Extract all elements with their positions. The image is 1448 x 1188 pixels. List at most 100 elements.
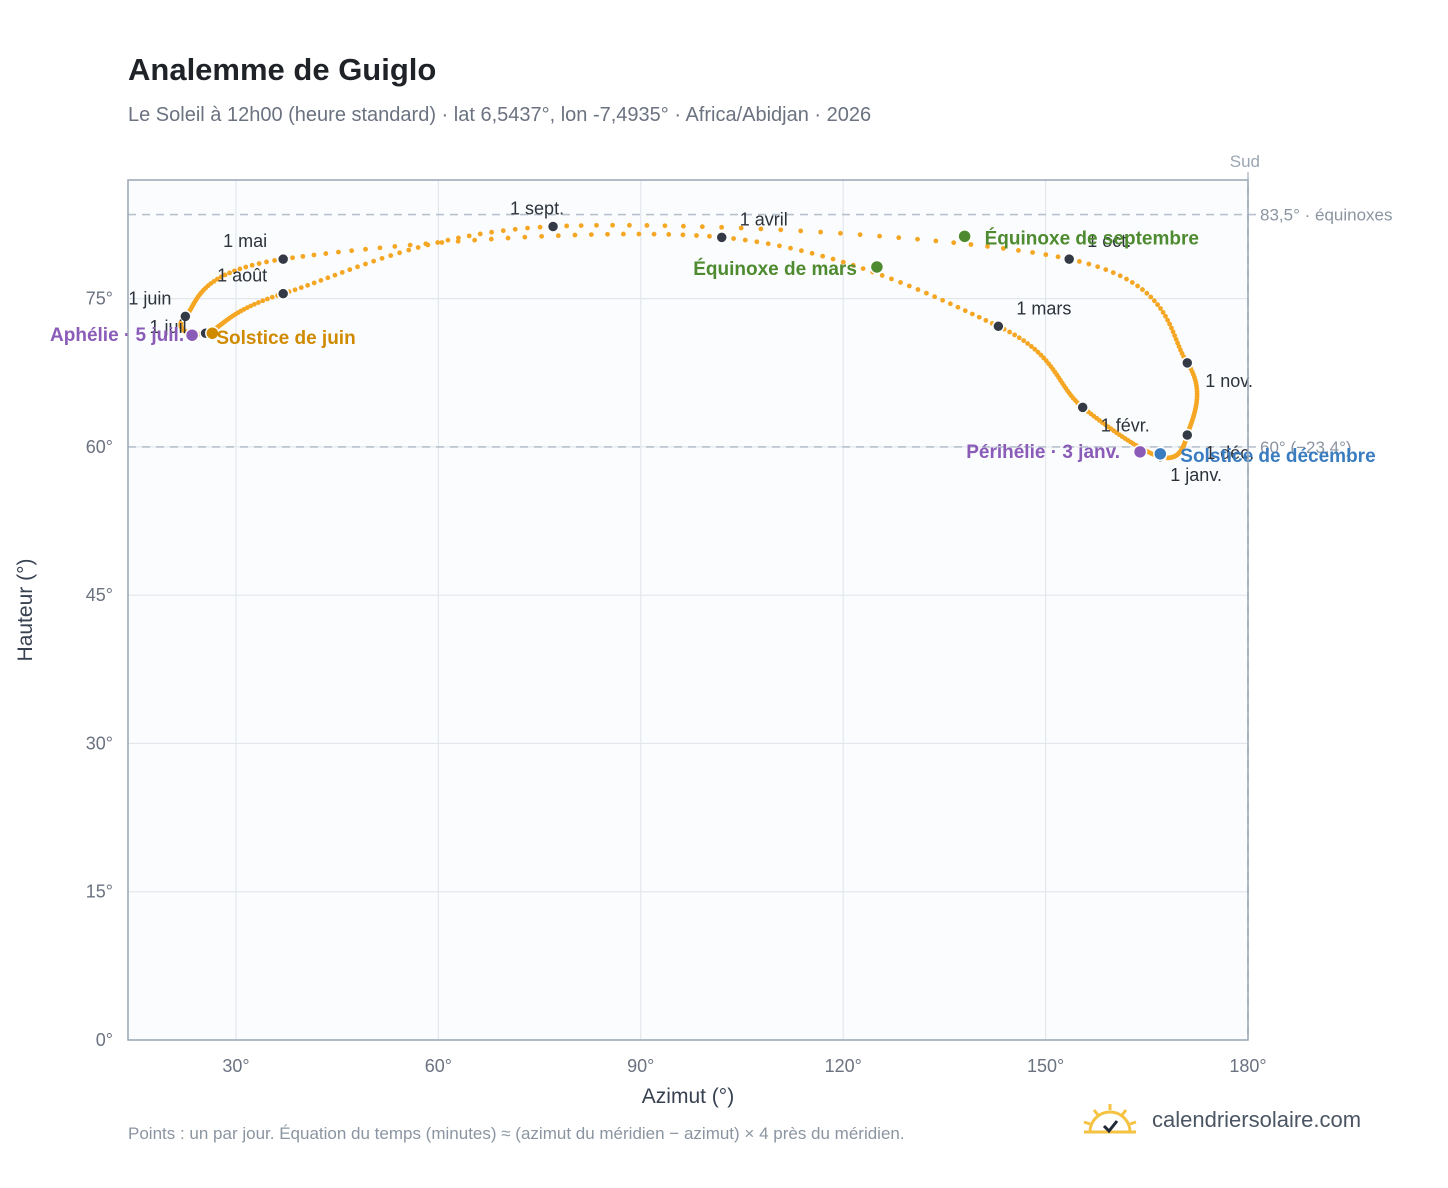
day-point	[349, 248, 355, 254]
event-point	[957, 229, 972, 244]
day-point	[758, 226, 764, 232]
month-point	[715, 231, 728, 244]
day-point	[269, 294, 275, 300]
month-label: 1 janv.	[1170, 465, 1222, 485]
chart-subtitle: Le Soleil à 12h00 (heure standard) · lat…	[128, 104, 872, 126]
day-point	[1016, 247, 1021, 253]
day-point	[466, 233, 472, 239]
day-point	[798, 228, 804, 234]
day-point	[830, 256, 836, 262]
day-point	[933, 238, 939, 244]
event-label: Solstice de juin	[216, 328, 355, 349]
day-point	[969, 311, 975, 317]
month-label: 1 sept.	[510, 198, 564, 218]
day-point	[620, 231, 626, 237]
day-point	[1173, 336, 1179, 342]
axis-ticks: 30° 60° 90° 120° 150° 180° 0° 15° 30° 45° 60° 75°	[86, 289, 1267, 1076]
day-point	[264, 296, 270, 302]
day-point	[838, 230, 843, 236]
month-point	[1062, 252, 1076, 266]
x-tick-label: 30°	[222, 1056, 249, 1076]
day-point	[272, 258, 277, 263]
day-point	[1124, 276, 1129, 282]
day-point	[522, 234, 528, 240]
day-point	[1028, 344, 1034, 349]
event-label: Équinoxe de mars	[693, 258, 857, 280]
south-label: Sud	[1230, 152, 1260, 171]
day-point	[1163, 313, 1168, 319]
day-point	[1032, 346, 1038, 352]
day-point	[407, 242, 413, 248]
day-point	[537, 224, 543, 230]
day-point	[445, 237, 451, 243]
day-point	[232, 268, 237, 274]
event-point	[1153, 446, 1168, 462]
day-point	[311, 280, 317, 286]
month-label: 1 févr.	[1101, 415, 1150, 435]
day-point	[680, 232, 686, 238]
day-point	[555, 233, 561, 239]
day-point	[397, 250, 403, 256]
day-point	[539, 233, 545, 239]
day-point	[260, 298, 266, 304]
day-point	[778, 227, 784, 233]
day-point	[818, 229, 824, 235]
day-point	[1043, 252, 1049, 258]
event-markers: Équinoxe de mars Équinoxe de septembre Sol…	[50, 227, 1376, 466]
day-point	[627, 222, 632, 228]
day-point	[1151, 298, 1157, 304]
day-point	[857, 232, 863, 238]
y-tick-label: 60°	[86, 437, 113, 457]
day-point	[1077, 259, 1082, 264]
day-point	[594, 222, 599, 228]
day-point	[1030, 250, 1036, 255]
day-point	[252, 301, 257, 307]
event-label: Périhélie · 3 janv.	[966, 442, 1120, 463]
day-point	[248, 303, 254, 309]
day-point	[237, 266, 243, 272]
brand-logo[interactable]: calendriersolaire.com	[1082, 1102, 1361, 1138]
day-point	[738, 225, 744, 231]
day-point	[947, 301, 953, 307]
day-point	[505, 235, 511, 241]
event-point	[869, 259, 885, 275]
day-point	[363, 246, 368, 252]
plot-frame	[127, 179, 1249, 1041]
day-point	[719, 224, 725, 230]
day-point	[840, 259, 846, 265]
day-point	[788, 245, 793, 251]
day-point	[694, 233, 699, 238]
reference-line-label: 60° (−23,4°)	[1260, 438, 1352, 457]
day-point	[742, 237, 748, 243]
day-point	[377, 245, 383, 251]
day-point	[339, 270, 345, 275]
day-point	[983, 317, 989, 323]
day-point	[1095, 264, 1101, 270]
day-point	[439, 240, 445, 245]
day-point	[290, 255, 295, 261]
day-point	[731, 236, 736, 241]
day-point	[243, 264, 249, 270]
day-point	[1038, 352, 1044, 358]
day-point	[1007, 329, 1012, 335]
day-point	[1021, 338, 1027, 344]
day-point	[1172, 333, 1178, 339]
day-point	[915, 236, 920, 242]
day-point	[1016, 335, 1022, 341]
month-label: 1 mai	[223, 231, 267, 251]
day-point	[962, 308, 968, 314]
day-point	[415, 245, 421, 250]
day-point	[976, 314, 982, 320]
day-point	[1025, 341, 1031, 346]
day-point	[218, 274, 224, 280]
y-axis-label: Hauteur (°)	[14, 559, 37, 662]
reference-lines: 83,5° · équinoxes 60° (−23,4°)	[128, 172, 1393, 1040]
day-point	[227, 270, 232, 276]
day-point	[809, 250, 815, 256]
day-point	[578, 223, 584, 228]
month-label: 1 nov.	[1205, 371, 1253, 391]
day-point	[662, 223, 668, 229]
plot-background	[128, 180, 1248, 1040]
day-point	[1055, 254, 1061, 260]
day-point	[332, 272, 338, 278]
